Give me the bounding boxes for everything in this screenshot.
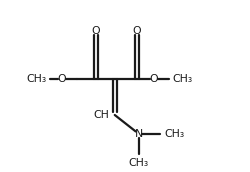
Text: CH₃: CH₃ xyxy=(26,74,46,84)
Text: CH₃: CH₃ xyxy=(173,74,193,84)
Text: O: O xyxy=(150,74,158,84)
Text: O: O xyxy=(133,26,141,36)
Text: O: O xyxy=(58,74,66,84)
Text: N: N xyxy=(134,129,143,139)
Text: CH₃: CH₃ xyxy=(128,158,149,168)
Text: O: O xyxy=(92,26,100,36)
Text: CH₃: CH₃ xyxy=(164,129,184,139)
Text: CH: CH xyxy=(94,110,110,120)
